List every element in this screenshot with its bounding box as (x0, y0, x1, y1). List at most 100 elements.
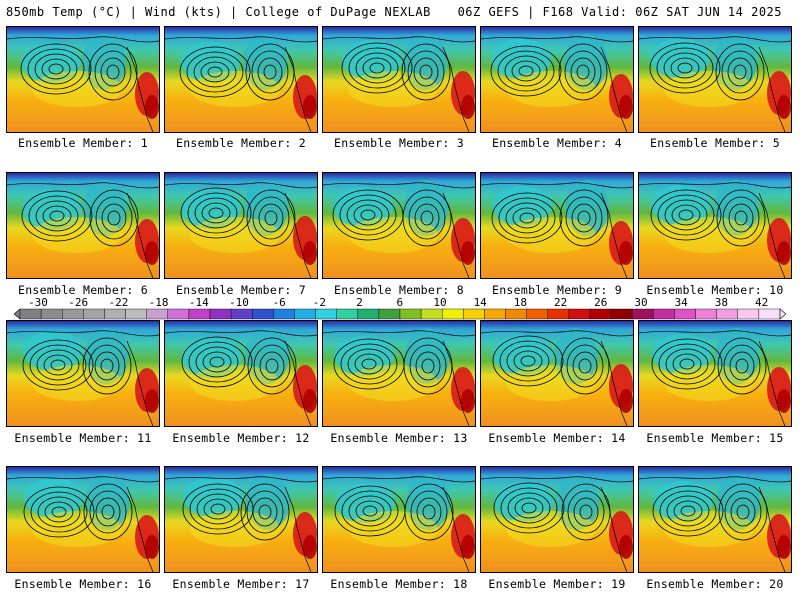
ensemble-map-panel (480, 320, 634, 427)
ensemble-map-panel (322, 320, 476, 427)
colorbar-swatch (737, 308, 760, 320)
colorbar-max-arrow (779, 308, 786, 320)
colorbar-swatch (357, 308, 380, 320)
ensemble-member-label: Ensemble Member: 20 (646, 577, 784, 591)
ensemble-map-panel (164, 172, 318, 279)
ensemble-member-label: Ensemble Member: 19 (488, 577, 626, 591)
ensemble-member-label: Ensemble Member: 5 (649, 136, 781, 150)
colorbar-swatch (188, 308, 211, 320)
colorbar-tick-label: -2 (312, 296, 327, 309)
colorbar-tick-label: 34 (674, 296, 688, 309)
colorbar-tick-label: 10 (433, 296, 447, 309)
colorbar-tick-label: 26 (594, 296, 608, 309)
ensemble-map-panel (322, 172, 476, 279)
colorbar-tick-label: 30 (634, 296, 648, 309)
colorbar-swatch (632, 308, 654, 320)
colorbar-swatch (484, 308, 506, 320)
ensemble-map-panel (322, 26, 476, 133)
colorbar-swatch (125, 308, 147, 320)
temperature-colorbar (14, 308, 786, 320)
colorbar-swatch (252, 308, 274, 320)
colorbar-tick-label: 42 (754, 296, 769, 309)
ensemble-map-panel (638, 466, 792, 573)
colorbar-swatch (526, 308, 548, 320)
colorbar-tick-label: -18 (148, 296, 169, 309)
ensemble-map-panel (638, 320, 792, 427)
ensemble-member-label: Ensemble Member: 18 (330, 577, 468, 591)
colorbar-swatch (653, 308, 675, 320)
ensemble-member-label: Ensemble Member: 14 (488, 431, 626, 445)
ensemble-map-panel (6, 320, 160, 427)
map-title: 850mb Temp (°C) | Wind (kts) | College o… (6, 5, 431, 19)
ensemble-map-panel (6, 466, 160, 573)
colorbar-swatch (547, 308, 570, 320)
ensemble-member-label: Ensemble Member: 15 (646, 431, 784, 445)
ensemble-member-label: Ensemble Member: 8 (333, 283, 465, 297)
ensemble-member-label: Ensemble Member: 17 (172, 577, 310, 591)
colorbar-swatch (442, 308, 464, 320)
colorbar-tick-label: 18 (513, 296, 528, 309)
colorbar-tick-label: -14 (188, 296, 209, 309)
colorbar-tick-label: -26 (68, 296, 89, 309)
ensemble-map-panel (638, 172, 792, 279)
colorbar-swatch (463, 308, 485, 320)
colorbar-tick-label: -30 (28, 296, 48, 309)
colorbar-swatch (589, 308, 612, 320)
colorbar-swatch (294, 308, 316, 320)
colorbar-swatch (167, 308, 190, 320)
colorbar-swatch (610, 308, 633, 320)
ensemble-map-panel (164, 466, 318, 573)
ensemble-map-panel (638, 26, 792, 133)
colorbar-swatch (378, 308, 401, 320)
ensemble-map-panel (164, 320, 318, 427)
colorbar-tick-label: 6 (396, 296, 404, 309)
ensemble-member-label: Ensemble Member: 2 (175, 136, 307, 150)
ensemble-member-label: Ensemble Member: 11 (14, 431, 152, 445)
colorbar-swatch (695, 308, 717, 320)
ensemble-map-panel (480, 26, 634, 133)
ensemble-member-label: Ensemble Member: 3 (333, 136, 465, 150)
ensemble-map-panel (6, 26, 160, 133)
ensemble-member-label: Ensemble Member: 10 (646, 283, 784, 297)
colorbar-swatch (315, 308, 337, 320)
colorbar-tick-label: 14 (473, 296, 487, 309)
ensemble-member-label: Ensemble Member: 4 (491, 136, 623, 150)
ensemble-member-label: Ensemble Member: 13 (330, 431, 468, 445)
colorbar-swatch (399, 308, 422, 320)
ensemble-map-panel (322, 466, 476, 573)
ensemble-map-panel (480, 466, 634, 573)
ensemble-member-label: Ensemble Member: 12 (172, 431, 310, 445)
colorbar-swatch (209, 308, 232, 320)
colorbar-tick-label: 22 (553, 296, 568, 309)
ensemble-member-label: Ensemble Member: 7 (175, 283, 307, 297)
colorbar-swatch (273, 308, 295, 320)
colorbar-swatch (83, 308, 105, 320)
colorbar-swatch (104, 308, 126, 320)
colorbar-swatch (674, 308, 696, 320)
colorbar-swatch (568, 308, 591, 320)
colorbar-tick-label: -22 (108, 296, 129, 309)
colorbar-swatch (758, 308, 781, 320)
colorbar-min-arrow (14, 308, 21, 320)
colorbar-swatch (230, 308, 253, 320)
colorbar-swatch (505, 308, 527, 320)
ensemble-member-label: Ensemble Member: 16 (14, 577, 152, 591)
colorbar-tick-label: 2 (356, 296, 363, 309)
run-valid-time: 06Z GEFS | F168 Valid: 06Z SAT JUN 14 20… (457, 5, 782, 19)
colorbar-tick-label: -10 (229, 296, 249, 309)
ensemble-member-label: Ensemble Member: 9 (491, 283, 623, 297)
colorbar-swatch (716, 308, 738, 320)
colorbar-swatch (336, 308, 358, 320)
ensemble-member-label: Ensemble Member: 1 (17, 136, 149, 150)
colorbar-swatch (40, 308, 63, 320)
colorbar-tick-label: 38 (714, 296, 729, 309)
colorbar-swatch (146, 308, 168, 320)
colorbar-swatch (420, 308, 443, 320)
colorbar-swatch (19, 308, 42, 320)
ensemble-map-panel (6, 172, 160, 279)
colorbar-swatch (62, 308, 84, 320)
ensemble-member-label: Ensemble Member: 6 (17, 283, 149, 297)
ensemble-map-panel (480, 172, 634, 279)
colorbar-tick-label: -6 (272, 296, 286, 309)
ensemble-map-panel (164, 26, 318, 133)
